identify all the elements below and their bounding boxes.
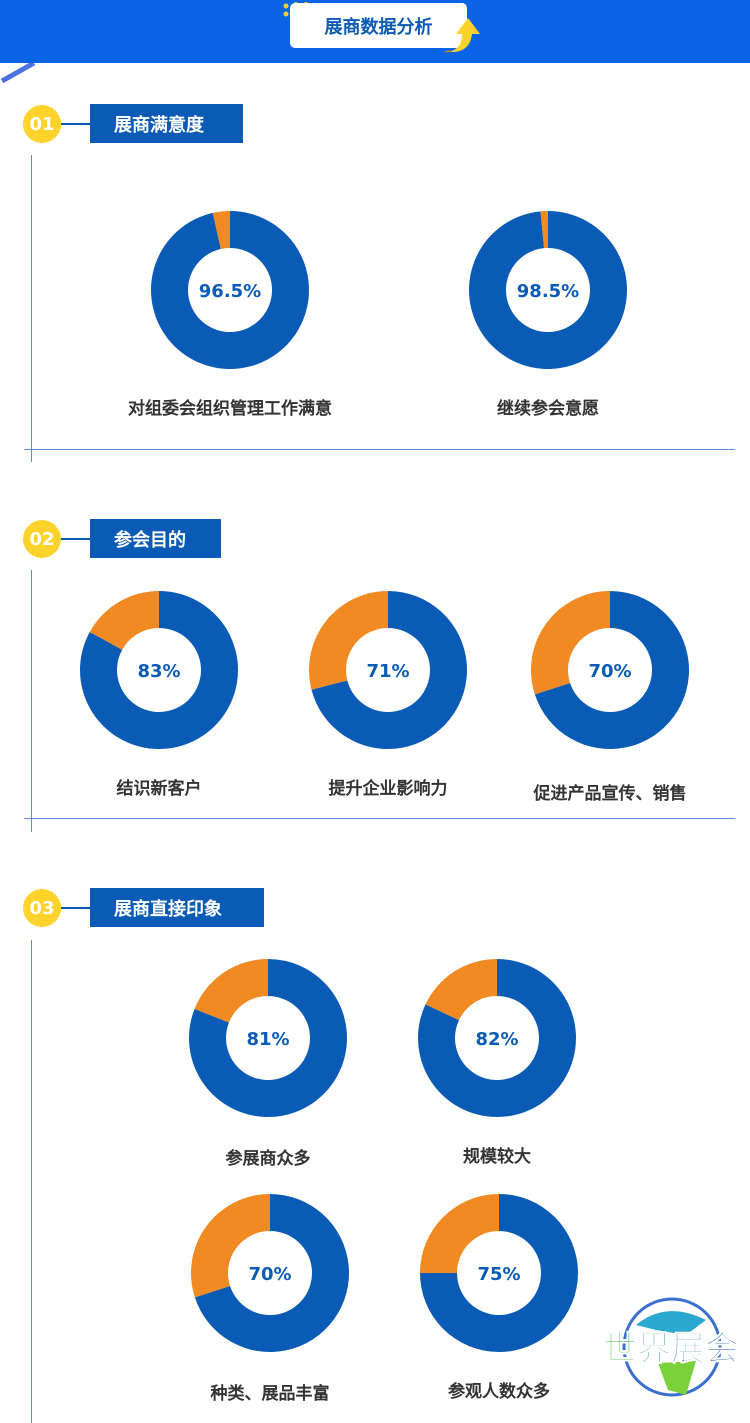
page-title: 展商数据分析: [290, 3, 467, 48]
donut-value-label: 75%: [477, 1264, 520, 1285]
corner-decor: [0, 63, 36, 83]
section-title: 展商直接印象: [90, 888, 264, 927]
donut-segment-remainder: [540, 211, 548, 249]
section-number: 03: [23, 889, 61, 927]
donut-value-label: 98.5%: [517, 281, 579, 302]
donut-category-label: 种类、展品丰富: [210, 1384, 330, 1404]
divider: [24, 818, 735, 819]
donut-segment-value: [418, 959, 576, 1117]
donut-segment-remainder: [212, 211, 230, 250]
donut-segment-value: [420, 1194, 578, 1352]
donut-category-label: 结识新客户: [116, 779, 202, 799]
donut-value-label: 83%: [137, 661, 180, 682]
connector-line: [61, 538, 91, 540]
donut-value-label: 96.5%: [199, 281, 261, 302]
donut-segment-remainder: [425, 959, 497, 1021]
donut-segment-remainder: [194, 959, 268, 1023]
donut-segment-value: [534, 591, 689, 749]
world-expo-logo: 世界展会: [603, 1297, 740, 1397]
donut-segment-remainder: [420, 1194, 499, 1273]
donut-value-label: 70%: [588, 661, 631, 682]
donut-value-label: 70%: [248, 1264, 291, 1285]
section-title: 参会目的: [90, 519, 221, 558]
donut-value-label: 82%: [475, 1029, 518, 1050]
connector-line: [61, 123, 91, 125]
donut-segment-remainder: [89, 591, 159, 650]
divider: [24, 449, 735, 450]
divider: [31, 155, 32, 462]
donut-category-label: 参观人数众多: [448, 1382, 550, 1402]
section-number: 01: [23, 105, 61, 143]
donut-segment-value: [80, 591, 239, 749]
donut-category-label: 提升企业影响力: [328, 779, 448, 799]
donut-segment-value: [311, 591, 468, 750]
donut-segment-remainder: [309, 591, 388, 690]
donut-segment-value: [151, 211, 310, 369]
section-number: 02: [23, 520, 61, 558]
donut-segment-value: [188, 959, 347, 1117]
section-title: 展商满意度: [90, 104, 243, 143]
logo-text: 世界展会: [603, 1329, 739, 1369]
donut-segment-remainder: [531, 591, 610, 695]
divider: [31, 940, 32, 1423]
donut-category-label: 参展商众多: [225, 1149, 311, 1169]
donut-category-label: 继续参会意愿: [497, 399, 599, 419]
donut-segment-value: [194, 1194, 349, 1352]
donut-category-label: 对组委会组织管理工作满意: [128, 399, 332, 419]
donut-segment-remainder: [190, 1194, 270, 1298]
donut-category-label: 规模较大: [463, 1147, 531, 1167]
donut-segment-value: [469, 211, 628, 370]
donut-value-label: 81%: [246, 1029, 289, 1050]
donut-category-label: 促进产品宣传、销售: [533, 784, 687, 804]
arrow-icon: [444, 18, 480, 52]
donut-value-label: 71%: [366, 661, 409, 682]
divider: [31, 570, 32, 832]
connector-line: [61, 907, 91, 909]
